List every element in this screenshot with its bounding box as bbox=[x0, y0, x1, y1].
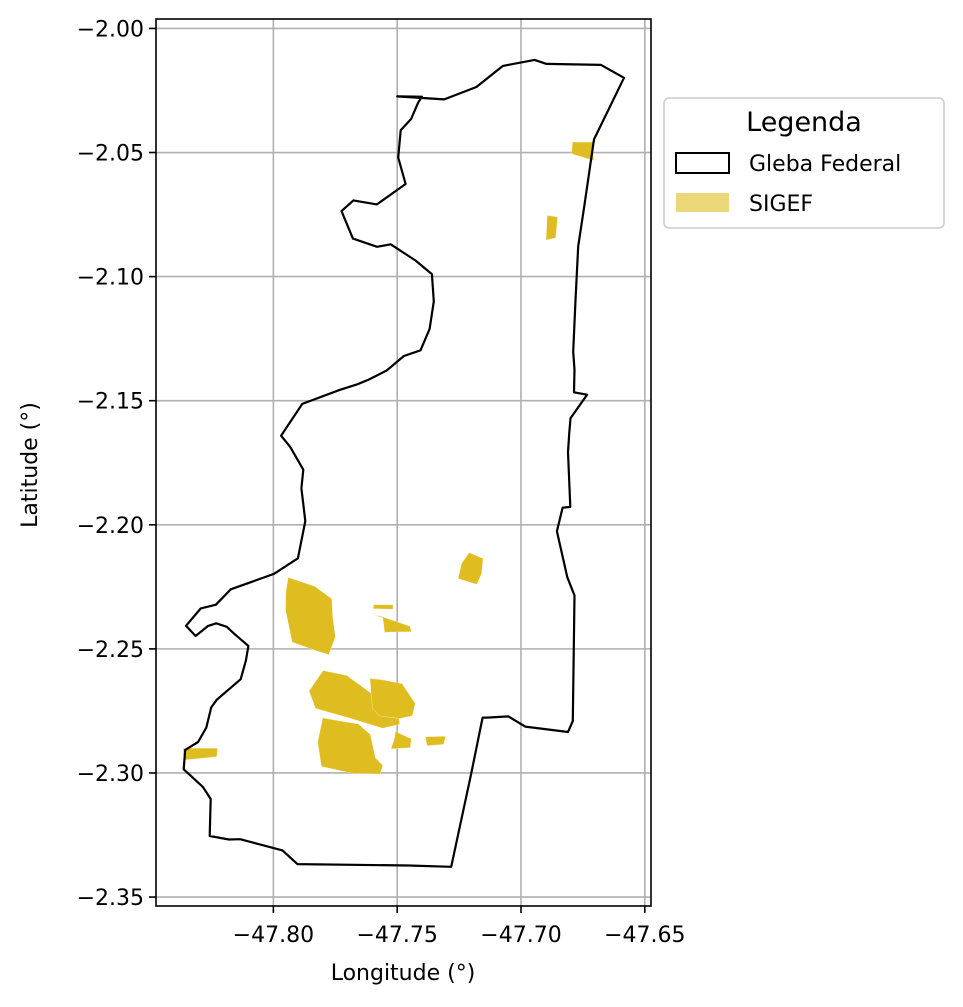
y-tick-label: −2.25 bbox=[77, 638, 144, 663]
sigef-parcel bbox=[425, 735, 447, 747]
sigef-parcel bbox=[457, 552, 484, 585]
legend-label-gleba-federal: Gleba Federal bbox=[749, 152, 901, 177]
sigef-parcels bbox=[182, 141, 594, 775]
y-tick-label: −2.30 bbox=[77, 762, 144, 787]
y-tick-label: −2.05 bbox=[77, 142, 144, 167]
legend-swatch-sigef bbox=[676, 193, 729, 212]
sigef-parcel bbox=[317, 717, 384, 775]
sigef-parcel bbox=[373, 604, 394, 610]
sigef-parcel bbox=[285, 577, 336, 655]
x-axis-ticks: −47.80 −47.75 −47.70 −47.65 bbox=[233, 906, 686, 948]
sigef-parcel bbox=[374, 615, 412, 633]
plot-frame bbox=[155, 18, 652, 907]
y-axis-label: Latitude (°) bbox=[18, 402, 43, 528]
x-tick-label: −47.80 bbox=[233, 923, 314, 948]
gleba-federal-polygon bbox=[182, 58, 626, 868]
sigef-parcel bbox=[182, 747, 219, 761]
gleba-federal-boundary bbox=[182, 58, 626, 868]
legend-title: Legenda bbox=[746, 107, 862, 138]
x-axis-label: Longitude (°) bbox=[331, 961, 476, 986]
grid-lines bbox=[156, 19, 651, 906]
legend-swatch-gleba-federal bbox=[675, 152, 730, 174]
y-tick-label: −2.35 bbox=[77, 886, 144, 911]
sigef-parcel bbox=[571, 141, 594, 161]
y-tick-label: −2.10 bbox=[77, 266, 144, 291]
y-tick-label: −2.20 bbox=[77, 514, 144, 539]
sigef-parcel bbox=[545, 214, 558, 241]
sigef-parcel bbox=[369, 678, 416, 719]
x-tick-label: −47.65 bbox=[604, 923, 685, 948]
legend-label-sigef: SIGEF bbox=[749, 192, 813, 217]
sigef-parcel bbox=[390, 731, 412, 750]
y-tick-label: −2.00 bbox=[77, 17, 144, 42]
sigef-parcel bbox=[308, 670, 401, 729]
x-tick-label: −47.75 bbox=[356, 923, 437, 948]
y-tick-label: −2.15 bbox=[77, 390, 144, 415]
legend-box bbox=[663, 97, 945, 229]
y-axis-ticks: −2.00 −2.05 −2.10 −2.15 −2.20 −2.25 −2.30 −2.35 bbox=[77, 17, 156, 911]
legend: Legenda Gleba Federal SIGEF bbox=[663, 97, 945, 229]
x-tick-label: −47.70 bbox=[480, 923, 561, 948]
